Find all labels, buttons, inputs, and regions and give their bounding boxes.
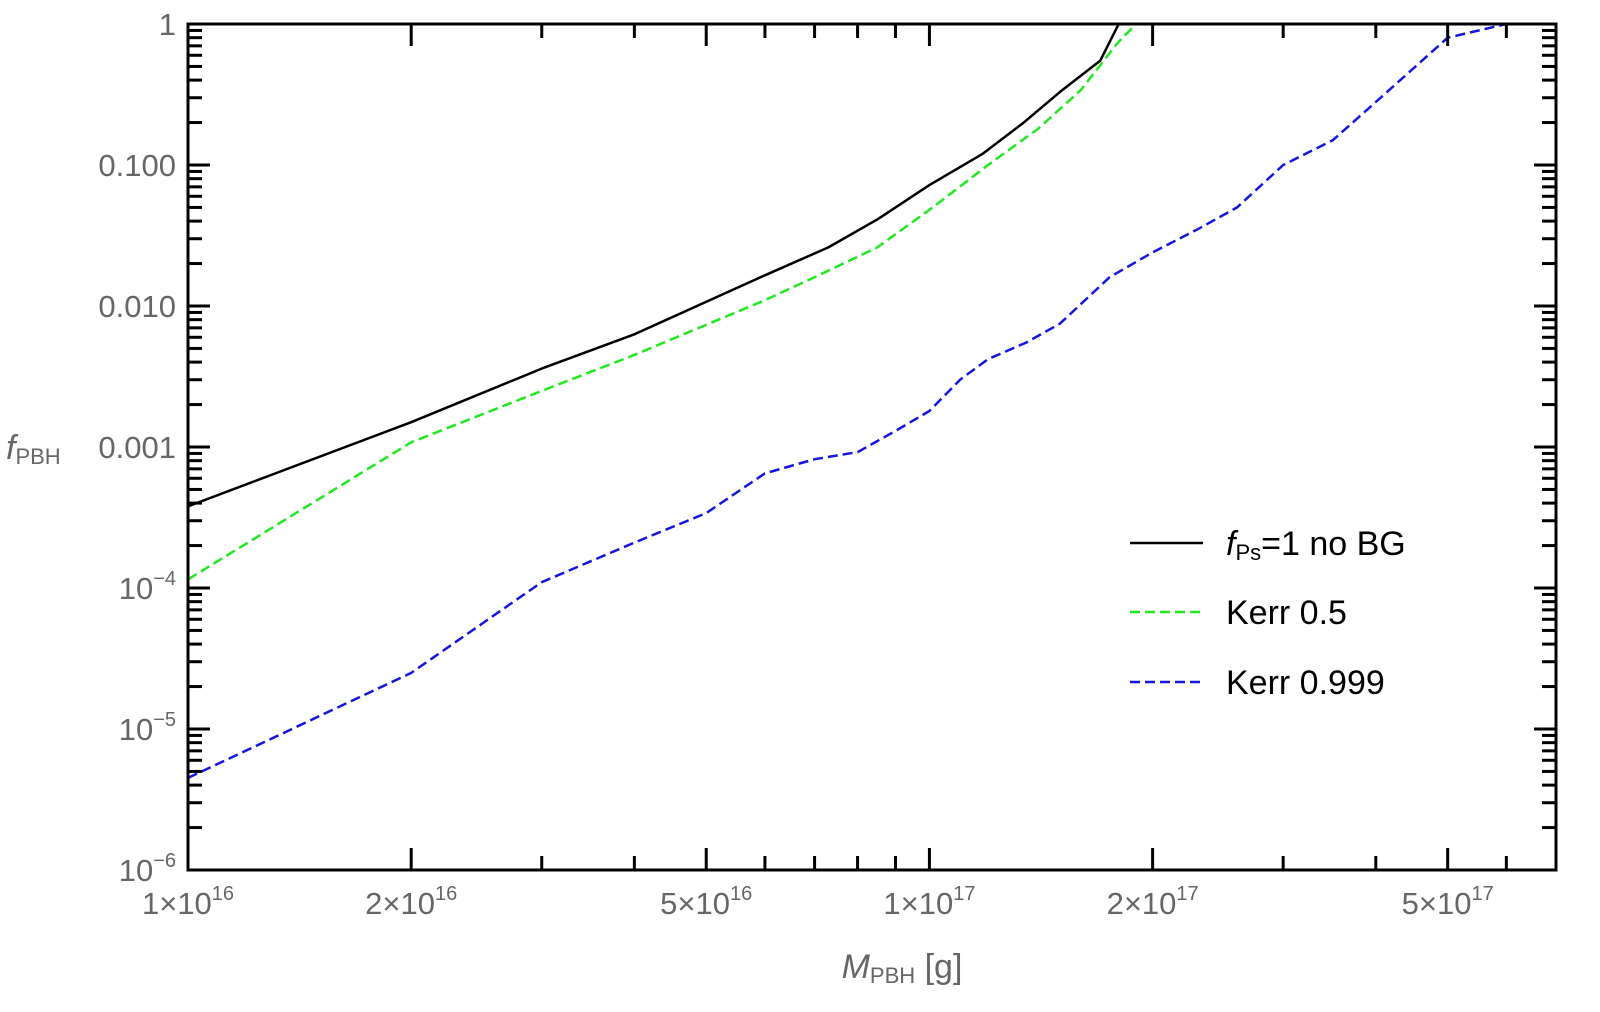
y-tick-label: 0.010 xyxy=(98,289,176,324)
x-tick-label: 2×1017 xyxy=(1107,883,1199,921)
x-tick-label: 5×1016 xyxy=(660,883,752,921)
y-axis-title-sub: PBH xyxy=(15,444,60,469)
x-tick-label: 1×1017 xyxy=(883,883,975,921)
y-tick-label: 10−4 xyxy=(119,568,176,606)
series-line-2 xyxy=(188,24,1507,780)
legend-entry-kerr-05: Kerr 0.5 xyxy=(1130,594,1347,632)
x-tick-label: 1×1016 xyxy=(142,883,234,921)
x-axis-title-sub: PBH xyxy=(870,963,915,988)
y-tick-label: 0.001 xyxy=(98,430,176,465)
y-tick-label: 1 xyxy=(159,7,176,42)
legend-label-no-bg: fPs=1 no BG xyxy=(1226,525,1406,565)
x-tick-labels: 1×1016 2×1016 5×1016 1×1017 2×1017 5×1017 xyxy=(142,883,1494,921)
x-axis-title-suffix: [g] xyxy=(915,948,962,986)
y-tick-label: 0.100 xyxy=(98,148,176,183)
y-tick-labels: 1 0.100 0.010 0.001 10−4 10−5 10−6 xyxy=(98,7,176,888)
y-tick-label: 10−5 xyxy=(119,709,176,747)
x-tick-label: 5×1017 xyxy=(1402,883,1494,921)
ticks-layer xyxy=(186,22,1558,872)
y-tick-label: 10−6 xyxy=(119,850,176,888)
legend-label-sub: Ps xyxy=(1235,540,1261,565)
series-line-1 xyxy=(188,24,1137,581)
y-axis-title: fPBH xyxy=(6,429,61,469)
x-axis-title: MPBH [g] xyxy=(842,948,963,988)
legend-label-kerr-0999: Kerr 0.999 xyxy=(1226,664,1385,702)
legend-entry-no-bg: fPs=1 no BG xyxy=(1130,525,1406,565)
legend: fPs=1 no BG Kerr 0.5 Kerr 0.999 xyxy=(1130,525,1406,702)
legend-label-kerr-05: Kerr 0.5 xyxy=(1226,594,1347,632)
series-line-0 xyxy=(188,24,1120,508)
legend-entry-kerr-0999: Kerr 0.999 xyxy=(1130,664,1385,702)
series-layer xyxy=(188,24,1507,780)
plot-frame xyxy=(186,22,1558,872)
x-tick-label: 2×1016 xyxy=(365,883,457,921)
legend-label-rest: =1 no BG xyxy=(1261,525,1406,563)
x-axis-title-main: M xyxy=(842,948,871,986)
